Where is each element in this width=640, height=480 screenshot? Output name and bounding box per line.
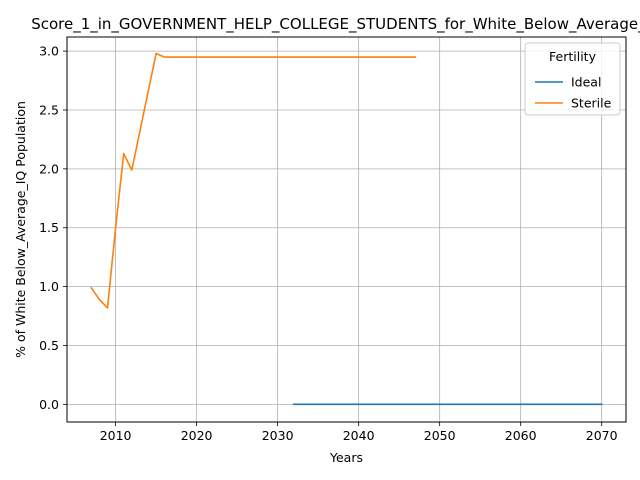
series-lines xyxy=(90,52,603,406)
y-axis-label: % of White Below_Average_IQ Population xyxy=(13,101,28,358)
x-tick-label: 2030 xyxy=(262,428,294,443)
y-tick-label: 0.5 xyxy=(39,338,59,353)
legend-label-ideal: Ideal xyxy=(571,75,601,90)
chart-title: Score_1_in_GOVERNMENT_HELP_COLLEGE_STUDE… xyxy=(31,15,640,34)
y-tick-label: 1.5 xyxy=(39,220,59,235)
x-axis-label: Years xyxy=(329,450,363,465)
legend: Fertility Ideal Sterile xyxy=(524,42,621,116)
y-tick-label: 2.0 xyxy=(39,161,59,176)
axis-ticks: 2010 2020 2030 2040 2050 2060 2070 0.0 0.5 1.0 1.5… xyxy=(39,44,618,443)
legend-box xyxy=(524,42,621,116)
grid xyxy=(67,37,626,422)
x-tick-label: 2040 xyxy=(343,428,375,443)
y-tick-label: 1.0 xyxy=(39,279,59,294)
x-tick-label: 2010 xyxy=(100,428,132,443)
legend-label-sterile: Sterile xyxy=(571,96,612,111)
series-line-sterile xyxy=(90,52,417,309)
y-tick-label: 3.0 xyxy=(39,44,59,59)
x-tick-label: 2070 xyxy=(586,428,618,443)
x-tick-label: 2060 xyxy=(505,428,537,443)
x-tick-label: 2050 xyxy=(424,428,456,443)
plot-frame xyxy=(66,36,627,423)
legend-title: Fertility xyxy=(549,49,597,64)
y-tick-label: 0.0 xyxy=(39,397,59,412)
x-tick-label: 2020 xyxy=(181,428,213,443)
y-tick-label: 2.5 xyxy=(39,102,59,117)
